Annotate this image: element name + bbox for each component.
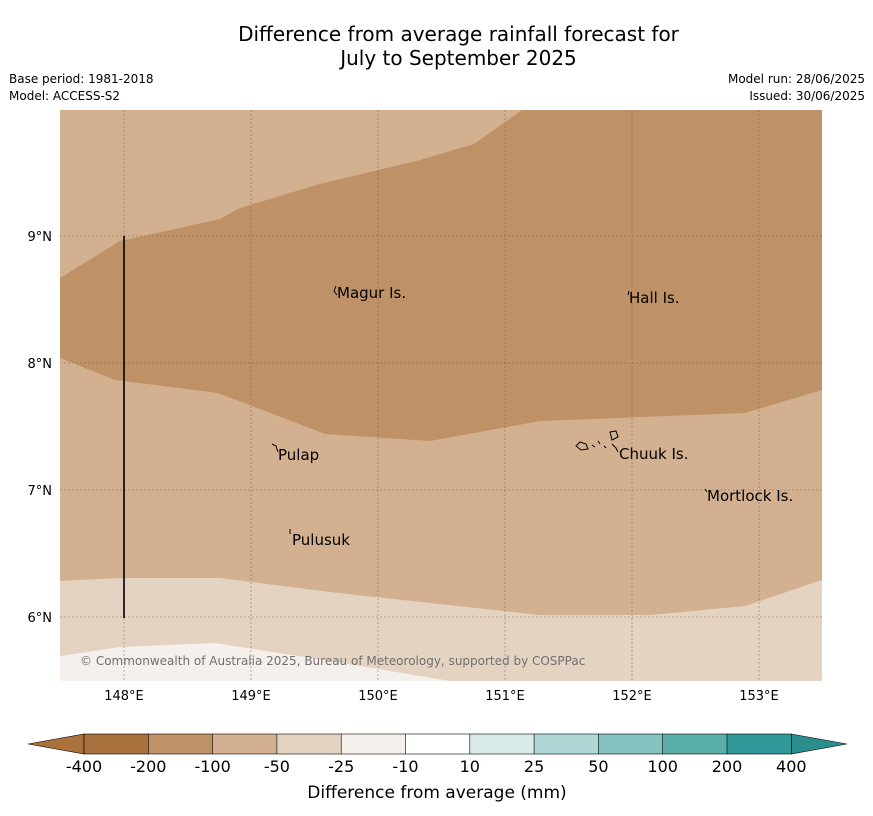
island-hall <box>627 290 630 296</box>
island-magur <box>333 285 338 296</box>
meta-right: Model run: 28/06/2025 Issued: 30/06/2025 <box>728 71 865 105</box>
colorbar-tick-3: -100 <box>194 757 230 776</box>
lon-tick-152e: 152°E <box>612 689 652 704</box>
colorbar-tick-2: -200 <box>130 757 166 776</box>
title-line-1: Difference from average rainfall forecas… <box>238 22 679 46</box>
lat-tick-7n: 7°N <box>28 484 53 499</box>
colorbar-under-arrow <box>27 733 85 755</box>
model-text: Model: ACCESS-S2 <box>9 89 121 103</box>
colorbar-tick-4: -50 <box>264 757 290 776</box>
colorbar-tick-7: 10 <box>460 757 480 776</box>
colorbar-over-arrow <box>790 733 848 755</box>
colorbar-tick-6: -10 <box>392 757 418 776</box>
colorbar-tick-11: 200 <box>712 757 743 776</box>
lon-tick-151e: 151°E <box>485 689 525 704</box>
place-labels: Magur Is. Hall Is. Pulap Chuuk Is. Mortl… <box>278 284 793 549</box>
place-label-pulusuk: Pulusuk <box>292 531 350 549</box>
region-minus-25 <box>60 643 450 681</box>
colorbar-bin-9 <box>598 734 663 754</box>
copyright-text: © Commonwealth of Australia 2025, Bureau… <box>80 654 585 668</box>
colorbar-bin-1 <box>84 734 149 754</box>
base-period-text: Base period: 1981-2018 <box>9 72 154 86</box>
colorbar-bin-3 <box>212 734 277 754</box>
lat-tick-8n: 8°N <box>28 357 53 372</box>
place-label-mortlock: Mortlock Is. <box>707 487 793 505</box>
colorbar-label: Difference from average (mm) <box>307 783 566 803</box>
chart-title: Difference from average rainfall forecas… <box>0 22 873 70</box>
meta-left: Base period: 1981-2018 Model: ACCESS-S2 <box>9 71 154 105</box>
lon-tick-149e: 149°E <box>231 689 271 704</box>
colorbar-tick-10: 100 <box>647 757 678 776</box>
island-outlines <box>271 285 708 534</box>
colorbar: -400 -200 -100 -50 -25 -10 10 25 50 100 … <box>27 733 848 803</box>
colorbar-bin-7 <box>469 734 535 754</box>
island-mortlock <box>704 488 708 493</box>
place-label-hall: Hall Is. <box>629 289 680 307</box>
place-label-chuuk: Chuuk Is. <box>619 445 688 463</box>
colorbar-bin-6 <box>405 734 470 754</box>
colorbar-bin-8 <box>534 734 599 754</box>
lon-tick-labels: 148°E 149°E 150°E 151°E 152°E 153°E <box>104 689 779 704</box>
place-label-magur: Magur Is. <box>337 284 406 302</box>
lat-tick-6n: 6°N <box>28 611 53 626</box>
lat-tick-labels: 9°N 8°N 7°N 6°N <box>28 230 53 626</box>
colorbar-bin-5 <box>341 734 406 754</box>
lon-tick-153e: 153°E <box>739 689 779 704</box>
map-area <box>60 110 822 681</box>
colorbar-bin-10 <box>662 734 727 754</box>
model-run-text: Model run: 28/06/2025 <box>727 72 865 86</box>
colorbar-bin-4 <box>276 734 342 754</box>
colorbar-tick-5: -25 <box>328 757 354 776</box>
colorbar-tick-12: 400 <box>776 757 807 776</box>
lon-tick-148e: 148°E <box>104 689 144 704</box>
island-pulap <box>271 443 279 453</box>
colorbar-bin-2 <box>148 734 213 754</box>
issued-text: Issued: 30/06/2025 <box>749 89 865 103</box>
colorbar-bin-11 <box>727 734 792 754</box>
island-chuuk <box>575 430 619 453</box>
lat-tick-9n: 9°N <box>28 230 53 245</box>
region-minus-200 <box>60 110 822 441</box>
colorbar-tick-8: 25 <box>524 757 544 776</box>
place-label-pulap: Pulap <box>278 446 319 464</box>
title-line-2: July to September 2025 <box>340 46 577 70</box>
colorbar-tick-9: 50 <box>588 757 608 776</box>
lon-tick-150e: 150°E <box>358 689 398 704</box>
colorbar-tick-1: -400 <box>66 757 102 776</box>
